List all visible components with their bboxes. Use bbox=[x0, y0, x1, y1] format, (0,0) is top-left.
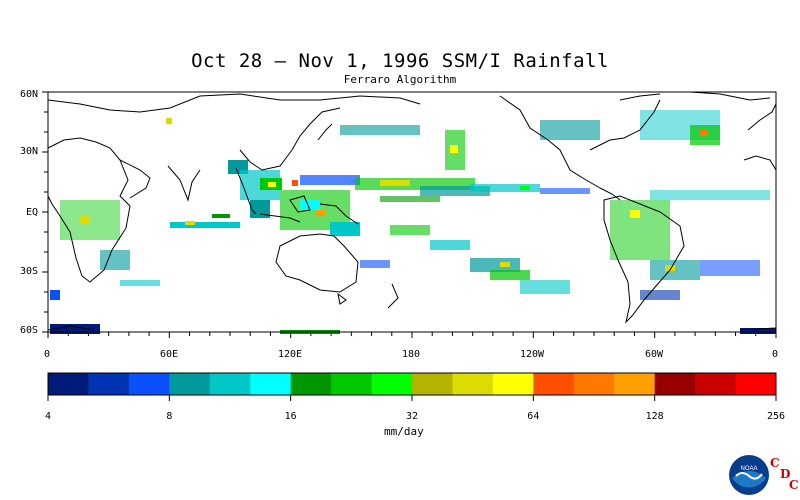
axis-ticks bbox=[42, 91, 777, 338]
colorbar-swatch bbox=[452, 373, 494, 395]
lon-label-0-east: 0 bbox=[771, 349, 779, 360]
colorbar-swatch bbox=[735, 373, 777, 395]
colorbar-label: 256 bbox=[766, 411, 786, 422]
colorbar-swatch bbox=[614, 373, 656, 395]
lat-label-eq: EQ bbox=[25, 207, 38, 218]
colorbar-swatch bbox=[533, 373, 575, 395]
cdc-letter-d: D bbox=[780, 467, 791, 481]
colorbar-units: mm/day bbox=[384, 425, 424, 438]
map-subtitle: Ferraro Algorithm bbox=[343, 73, 457, 86]
rainfall-patches bbox=[50, 110, 776, 334]
colorbar-swatch bbox=[169, 373, 211, 395]
cdc-letter-c1: C bbox=[770, 456, 780, 470]
colorbar-swatch bbox=[412, 373, 453, 395]
colorbar-label: 8 bbox=[166, 411, 173, 422]
lon-label-0: 0 bbox=[43, 349, 51, 360]
colorbar-swatch bbox=[371, 373, 413, 395]
colorbar-swatch bbox=[209, 373, 251, 395]
colorbar-label: 4 bbox=[44, 411, 52, 422]
colorbar-swatch bbox=[654, 373, 696, 395]
colorbar-label: 32 bbox=[405, 411, 419, 422]
svg-text:NOAA: NOAA bbox=[740, 466, 757, 472]
colorbar-swatch bbox=[492, 373, 534, 395]
coastlines bbox=[47, 91, 777, 331]
colorbar-label: 128 bbox=[645, 411, 664, 422]
colorbar-swatch bbox=[290, 373, 332, 395]
colorbar-swatch bbox=[128, 373, 170, 395]
colorbar-swatch bbox=[573, 373, 615, 395]
colorbar-swatch bbox=[250, 373, 292, 395]
map-frame bbox=[47, 91, 777, 333]
colorbar-swatch bbox=[695, 373, 737, 395]
lon-label-60e: 60E bbox=[159, 349, 179, 360]
cdc-letter-c2: C bbox=[789, 478, 799, 492]
lat-label-30n: 30N bbox=[19, 146, 38, 157]
colorbar-swatch bbox=[331, 373, 373, 395]
map-title: Oct 28 – Nov 1, 1996 SSM/I Rainfall bbox=[191, 50, 609, 72]
noaa-logo: NOAA bbox=[728, 454, 770, 500]
colorbar-swatch bbox=[48, 373, 89, 395]
colorbar-swatch bbox=[88, 373, 130, 395]
lat-label-30s: 30S bbox=[19, 266, 38, 277]
lat-label-60n: 60N bbox=[19, 89, 38, 100]
lat-label-60s: 60S bbox=[19, 325, 38, 336]
colorbar-label: 64 bbox=[527, 411, 540, 422]
lon-label-180: 180 bbox=[401, 349, 421, 360]
colorbar-label: 16 bbox=[284, 411, 297, 422]
lon-label-60w: 60W bbox=[644, 349, 664, 360]
lon-label-120w: 120W bbox=[519, 349, 545, 360]
lon-label-120e: 120E bbox=[277, 349, 303, 360]
